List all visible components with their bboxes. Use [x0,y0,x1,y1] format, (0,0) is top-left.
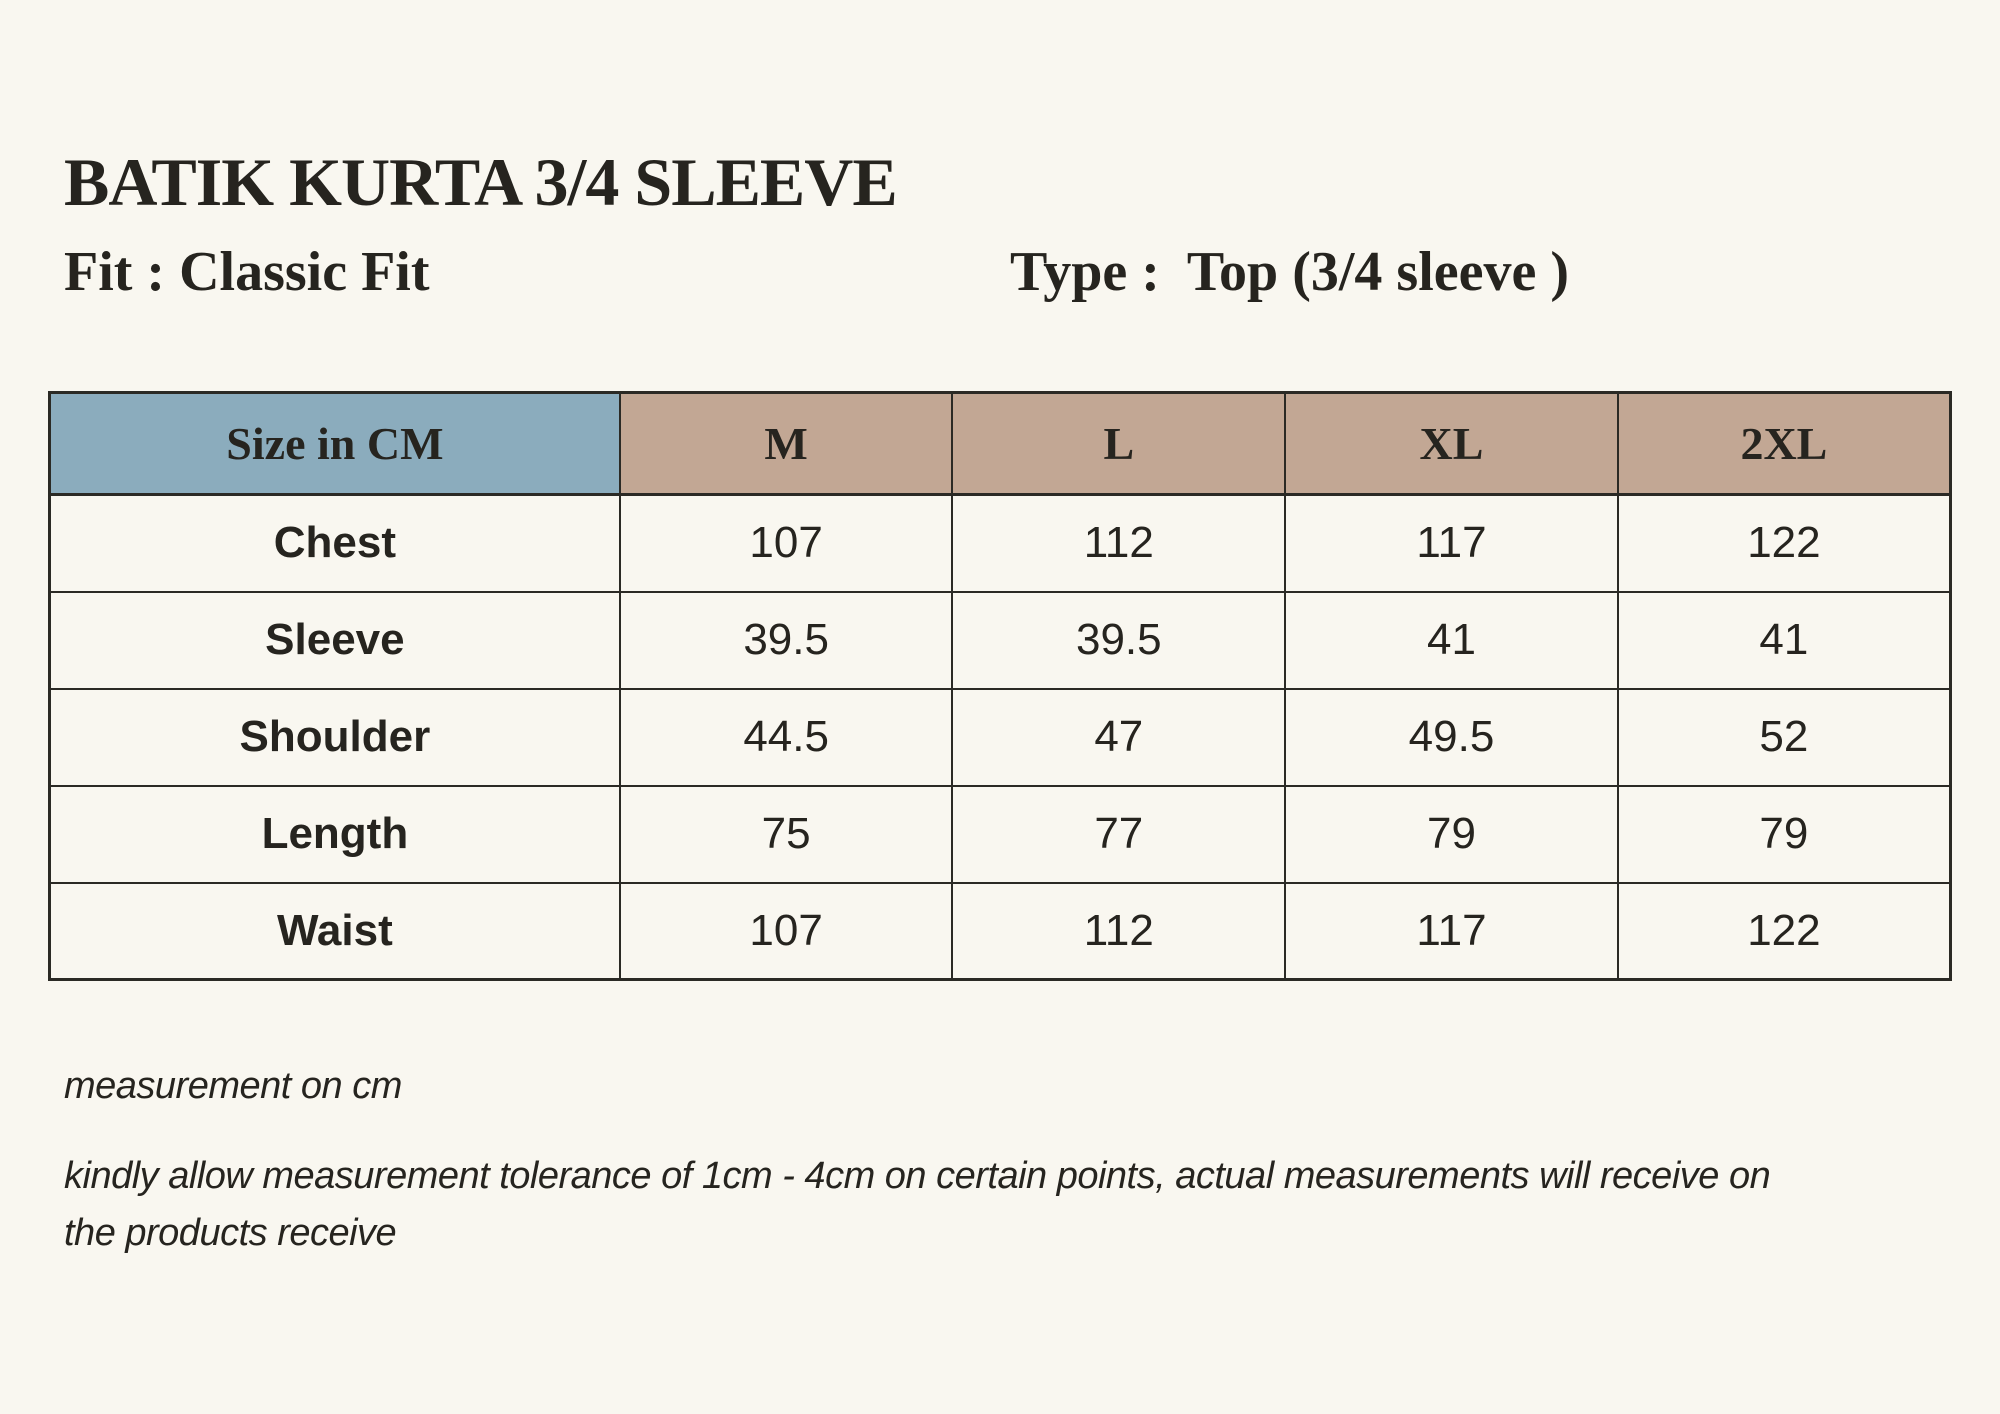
tolerance-note: kindly allow measurement tolerance of 1c… [64,1155,1771,1254]
column-header-2xl: 2XL [1616,391,1952,496]
column-header-m: M [618,391,954,496]
page-title: BATIK KURTA 3/4 SLEEVE [64,144,898,220]
cell-chest-l: 112 [951,493,1287,593]
cell-waist-l: 112 [951,881,1287,981]
cell-sleeve-2xl: 41 [1616,590,1952,690]
row-label-length: Length [48,784,621,884]
row-label-sleeve: Sleeve [48,590,621,690]
column-header-xl: XL [1284,391,1619,496]
type-label: Type : Top (3/4 sleeve ) [1010,241,1569,303]
row-label-shoulder: Shoulder [48,687,621,787]
table-row-chest: Chest 107 112 117 122 [48,493,1952,593]
cell-waist-2xl: 122 [1616,881,1952,981]
cell-shoulder-m: 44.5 [618,687,954,787]
cell-chest-xl: 117 [1284,493,1619,593]
row-label-chest: Chest [48,493,621,593]
cell-length-2xl: 79 [1616,784,1952,884]
cell-length-xl: 79 [1284,784,1619,884]
table-row-length: Length 75 77 79 79 [48,784,1952,884]
cell-sleeve-xl: 41 [1284,590,1619,690]
table-header-row: Size in CM M L XL 2XL [48,391,1952,496]
table-row-waist: Waist 107 112 117 122 [48,881,1952,981]
table-row-sleeve: Sleeve 39.5 39.5 41 41 [48,590,1952,690]
cell-shoulder-xl: 49.5 [1284,687,1619,787]
row-label-waist: Waist [48,881,621,981]
cell-length-l: 77 [951,784,1287,884]
column-header-l: L [951,391,1287,496]
cell-waist-m: 107 [618,881,954,981]
fit-label: Fit : Classic Fit [64,241,430,303]
cell-chest-2xl: 122 [1616,493,1952,593]
cell-chest-m: 107 [618,493,954,593]
column-header-size-in-cm: Size in CM [48,391,621,496]
cell-waist-xl: 117 [1284,881,1619,981]
cell-length-m: 75 [618,784,954,884]
unit-note: measurement on cm [64,1065,402,1107]
cell-sleeve-l: 39.5 [951,590,1287,690]
cell-shoulder-l: 47 [951,687,1287,787]
cell-sleeve-m: 39.5 [618,590,954,690]
table-row-shoulder: Shoulder 44.5 47 49.5 52 [48,687,1952,787]
cell-shoulder-2xl: 52 [1616,687,1952,787]
size-chart-table: Size in CM M L XL 2XL Chest 107 112 117 … [48,391,1952,981]
